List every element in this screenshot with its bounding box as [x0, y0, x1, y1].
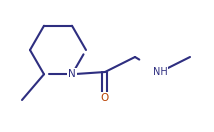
Text: NH: NH	[153, 67, 167, 77]
Text: N: N	[68, 69, 76, 79]
Text: O: O	[101, 93, 109, 103]
